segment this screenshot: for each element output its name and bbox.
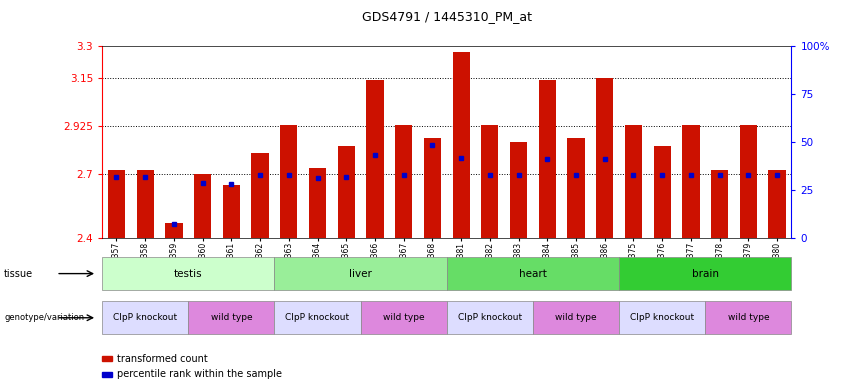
Bar bbox=[539, 80, 556, 238]
Text: ClpP knockout: ClpP knockout bbox=[113, 313, 177, 322]
Bar bbox=[366, 80, 384, 238]
Bar bbox=[683, 125, 700, 238]
Bar bbox=[424, 138, 441, 238]
Text: liver: liver bbox=[349, 268, 372, 279]
Text: ClpP knockout: ClpP knockout bbox=[285, 313, 350, 322]
Text: heart: heart bbox=[519, 268, 547, 279]
Bar bbox=[711, 170, 728, 238]
Bar bbox=[309, 168, 326, 238]
Text: wild type: wild type bbox=[383, 313, 425, 322]
Bar bbox=[194, 174, 211, 238]
Text: GDS4791 / 1445310_PM_at: GDS4791 / 1445310_PM_at bbox=[362, 10, 532, 23]
Bar bbox=[510, 142, 527, 238]
Text: genotype/variation: genotype/variation bbox=[4, 313, 84, 322]
Text: wild type: wild type bbox=[555, 313, 597, 322]
Bar bbox=[482, 125, 499, 238]
Bar bbox=[740, 125, 757, 238]
Text: testis: testis bbox=[174, 268, 203, 279]
Bar bbox=[596, 78, 614, 238]
Bar bbox=[453, 53, 470, 238]
Bar bbox=[223, 185, 240, 238]
Bar bbox=[280, 125, 298, 238]
Bar bbox=[654, 146, 671, 238]
Text: brain: brain bbox=[692, 268, 719, 279]
Text: wild type: wild type bbox=[210, 313, 252, 322]
Bar bbox=[338, 146, 355, 238]
Text: ClpP knockout: ClpP knockout bbox=[458, 313, 522, 322]
Bar bbox=[165, 223, 182, 238]
Bar bbox=[136, 170, 154, 238]
Text: percentile rank within the sample: percentile rank within the sample bbox=[117, 369, 283, 379]
Bar bbox=[252, 153, 269, 238]
Text: wild type: wild type bbox=[728, 313, 769, 322]
Bar bbox=[395, 125, 412, 238]
Bar bbox=[768, 170, 785, 238]
Text: transformed count: transformed count bbox=[117, 354, 208, 364]
Bar bbox=[108, 170, 125, 238]
Bar bbox=[568, 138, 585, 238]
Text: tissue: tissue bbox=[4, 268, 33, 279]
Text: ClpP knockout: ClpP knockout bbox=[630, 313, 694, 322]
Bar bbox=[625, 125, 643, 238]
